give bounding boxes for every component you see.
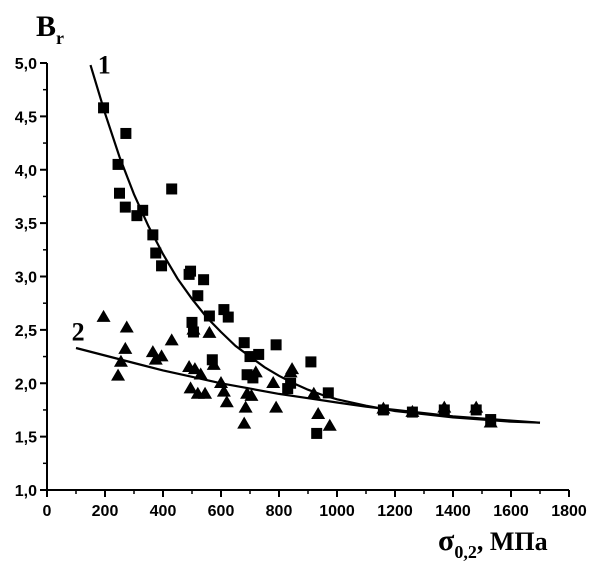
data-point-triangle bbox=[237, 416, 252, 429]
y-tick-label: 3,0 bbox=[15, 270, 37, 287]
x-tick-label: 1400 bbox=[435, 503, 471, 520]
data-point-triangle bbox=[269, 400, 284, 413]
y-tick-label: 1,5 bbox=[15, 430, 37, 447]
data-point-triangle bbox=[198, 386, 213, 399]
data-point-triangle bbox=[206, 357, 221, 370]
data-point-square bbox=[285, 377, 297, 389]
x-tick-label: 1600 bbox=[493, 503, 529, 520]
data-point-triangle bbox=[118, 341, 133, 354]
x-tick-label: 1800 bbox=[551, 503, 587, 520]
data-point-triangle bbox=[266, 376, 281, 389]
x-tick-label: 800 bbox=[266, 503, 293, 520]
data-point-square bbox=[114, 187, 125, 199]
y-axis-title-subscript: r bbox=[56, 28, 64, 48]
data-point-triangle bbox=[469, 400, 484, 413]
data-point-square bbox=[247, 372, 259, 384]
data-point-square bbox=[137, 204, 149, 216]
data-point-triangle bbox=[248, 365, 263, 378]
data-point-square bbox=[305, 356, 317, 368]
data-point-square bbox=[131, 210, 143, 222]
data-point-square bbox=[253, 348, 265, 360]
data-point-triangle bbox=[183, 381, 198, 394]
y-tick-label: 3,5 bbox=[15, 216, 37, 233]
data-point-square bbox=[322, 387, 334, 399]
data-points bbox=[96, 102, 498, 439]
y-tick-label: 4,5 bbox=[15, 109, 37, 126]
data-point-square bbox=[311, 427, 323, 439]
x-tick-label: 600 bbox=[208, 503, 235, 520]
data-point-square bbox=[270, 339, 282, 351]
data-point-triangle bbox=[202, 325, 217, 338]
data-point-triangle bbox=[186, 322, 201, 335]
data-point-triangle bbox=[154, 349, 169, 362]
data-point-square bbox=[198, 274, 210, 286]
data-point-triangle bbox=[111, 368, 126, 381]
data-point-triangle bbox=[214, 376, 228, 389]
data-point-square bbox=[244, 351, 256, 363]
curve-label-1: 1 bbox=[98, 51, 111, 80]
data-point-triangle bbox=[145, 345, 160, 358]
y-axis-title-main: B bbox=[36, 10, 56, 43]
data-point-triangle bbox=[164, 333, 179, 346]
data-point-triangle bbox=[306, 386, 321, 399]
data-point-triangle bbox=[193, 367, 208, 380]
labels: 1 2 Br σ0,2, МПа bbox=[36, 10, 548, 562]
data-point-square bbox=[203, 310, 215, 322]
data-point-triangle bbox=[187, 362, 202, 375]
data-point-triangle bbox=[376, 401, 391, 414]
x-axis-title-main: σ bbox=[438, 524, 455, 557]
data-point-triangle bbox=[113, 354, 128, 367]
data-point-square bbox=[166, 183, 178, 195]
data-point-square bbox=[147, 229, 159, 241]
data-point-triangle bbox=[119, 320, 134, 333]
data-point-square bbox=[119, 201, 131, 213]
data-point-triangle bbox=[244, 388, 259, 401]
x-tick-label: 1000 bbox=[319, 503, 355, 520]
fit-curves bbox=[75, 64, 541, 424]
data-point-triangle bbox=[405, 404, 420, 417]
ticks: 0 200 400 600 800 1000 1200 1400 1600 1800 1,0 1,5 2… bbox=[15, 56, 587, 520]
y-tick-label: 5,0 bbox=[15, 56, 37, 73]
data-point-triangle bbox=[96, 309, 111, 322]
data-point-square bbox=[241, 369, 253, 381]
x-axis-title-unit: , МПа bbox=[477, 527, 548, 556]
data-point-triangle bbox=[437, 400, 452, 413]
x-tick-label: 400 bbox=[150, 503, 177, 520]
curve-label-2: 2 bbox=[72, 318, 85, 347]
x-axis-title: σ0,2, МПа bbox=[438, 524, 548, 562]
data-point-square bbox=[156, 260, 168, 272]
data-point-triangle bbox=[483, 415, 498, 428]
data-point-square bbox=[185, 265, 197, 277]
data-point-triangle bbox=[148, 352, 163, 365]
x-tick-label: 0 bbox=[43, 503, 52, 520]
y-axis-title: Br bbox=[36, 10, 64, 48]
data-point-square bbox=[222, 311, 234, 323]
data-point-triangle bbox=[238, 400, 253, 413]
data-point-triangle bbox=[285, 362, 300, 375]
data-point-square bbox=[150, 247, 162, 259]
y-tick-label: 2,5 bbox=[15, 323, 37, 340]
x-axis-title-subscript: 0,2 bbox=[454, 542, 477, 562]
data-point-square bbox=[206, 354, 218, 366]
data-point-square bbox=[98, 102, 110, 114]
x-tick-label: 200 bbox=[92, 503, 119, 520]
data-point-square bbox=[120, 127, 132, 139]
y-tick-label: 1,0 bbox=[15, 483, 37, 500]
data-point-square bbox=[238, 337, 250, 349]
y-tick-label: 2,0 bbox=[15, 376, 37, 393]
data-point-square bbox=[112, 158, 124, 170]
x-tick-label: 1200 bbox=[377, 503, 413, 520]
y-tick-label: 4,0 bbox=[15, 163, 37, 180]
data-point-triangle bbox=[219, 395, 234, 408]
data-point-triangle bbox=[216, 384, 231, 397]
data-point-triangle bbox=[322, 418, 337, 431]
data-point-triangle bbox=[311, 407, 326, 420]
data-point-square bbox=[186, 316, 198, 328]
data-point-square bbox=[192, 290, 204, 302]
data-point-square bbox=[218, 304, 230, 316]
